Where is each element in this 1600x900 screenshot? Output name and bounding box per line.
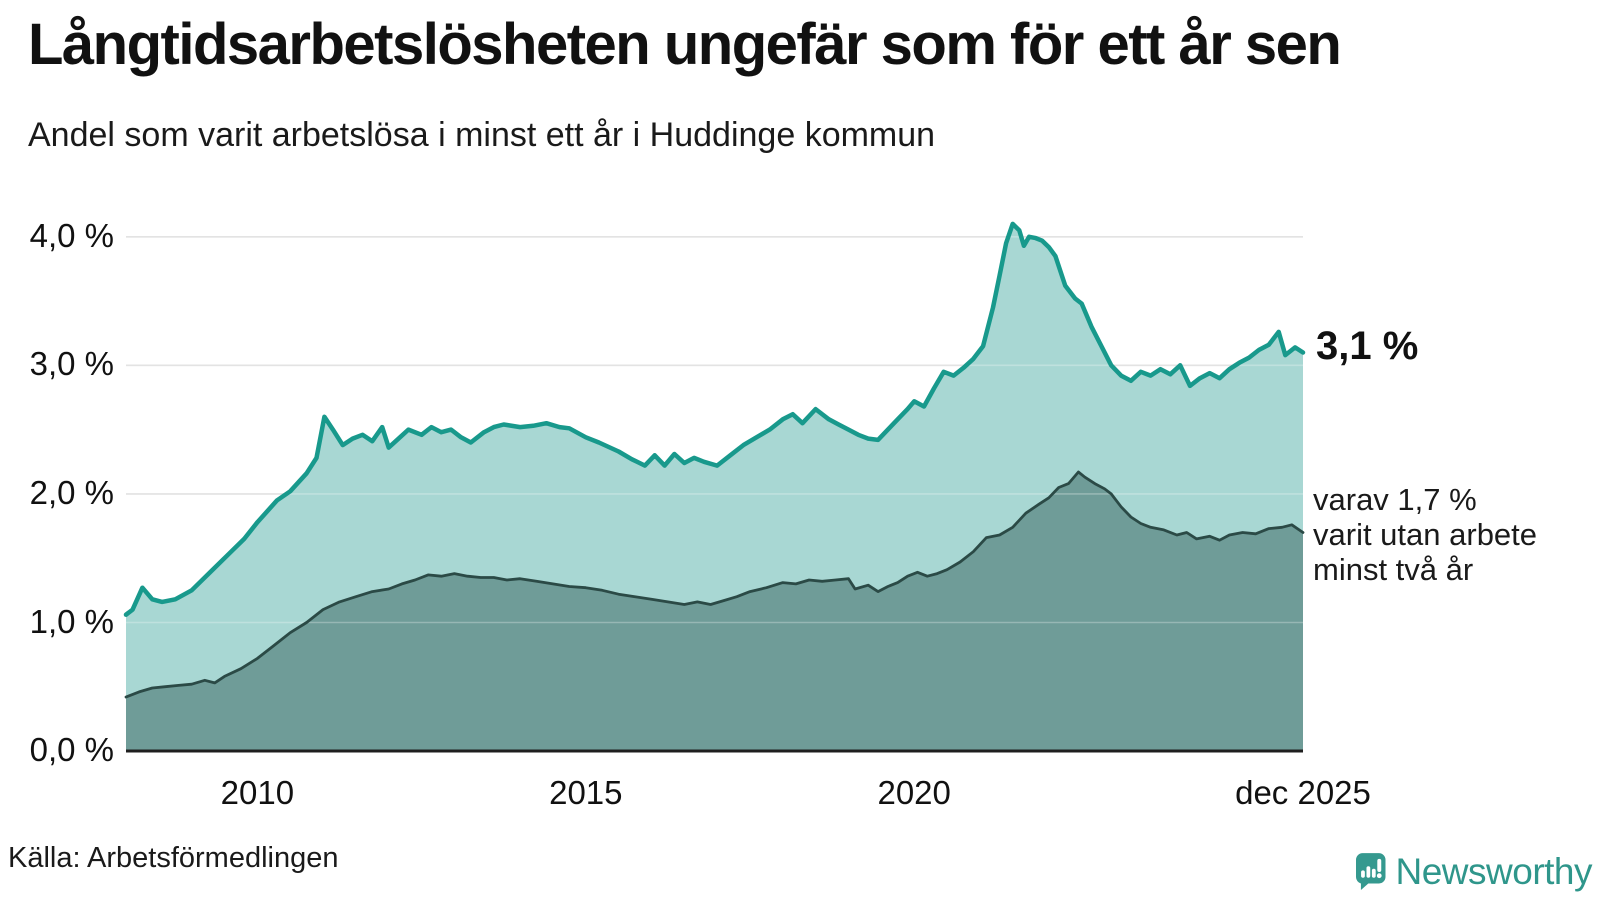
y-tick-label: 3,0 %: [29, 345, 114, 383]
y-tick-label: 2,0 %: [29, 474, 114, 512]
brand-name: Newsworthy: [1395, 851, 1593, 892]
newsworthy-logo-icon: [1356, 853, 1386, 891]
secondary-series-annotation: varav 1,7 % varit utan arbete minst två …: [1313, 482, 1537, 587]
source-note: Källa: Arbetsförmedlingen: [8, 842, 339, 874]
annotation-line: varav 1,7 %: [1313, 482, 1477, 517]
annotation-line: minst två år: [1313, 552, 1474, 587]
annotation-line: varit utan arbete: [1313, 517, 1538, 552]
y-tick-label: 4,0 %: [29, 217, 114, 255]
area-fill-utan_arbete_minst_tva_ar: [126, 472, 1303, 751]
x-tick-label: 2010: [220, 774, 295, 811]
series-line-utan_arbete_minst_tva_ar: [124, 470, 1305, 699]
y-tick-label: 1,0 %: [29, 602, 114, 640]
x-tick-label: 2015: [549, 774, 623, 811]
x-tick-label: 2020: [877, 774, 951, 811]
newsworthy-logo: Newsworthy: [1356, 848, 1592, 896]
logo-exclamation-icon: [1377, 858, 1382, 872]
logo-exclamation-dot-icon: [1376, 873, 1382, 879]
y-tick-label: 0,0 %: [29, 731, 114, 769]
logo-bar-icon: [1366, 866, 1371, 878]
series-line-arbetslosa_minst_ett_ar: [123, 221, 1306, 617]
logo-bar-icon: [1361, 870, 1365, 878]
chart-title: Långtidsarbetslösheten ungefär som för e…: [28, 12, 1342, 77]
x-tick-label: dec 2025: [1235, 774, 1371, 811]
logo-bar-icon: [1371, 868, 1376, 878]
end-value-label: 3,1 %: [1316, 324, 1419, 368]
chart-subtitle: Andel som varit arbetslösa i minst ett å…: [28, 116, 936, 154]
